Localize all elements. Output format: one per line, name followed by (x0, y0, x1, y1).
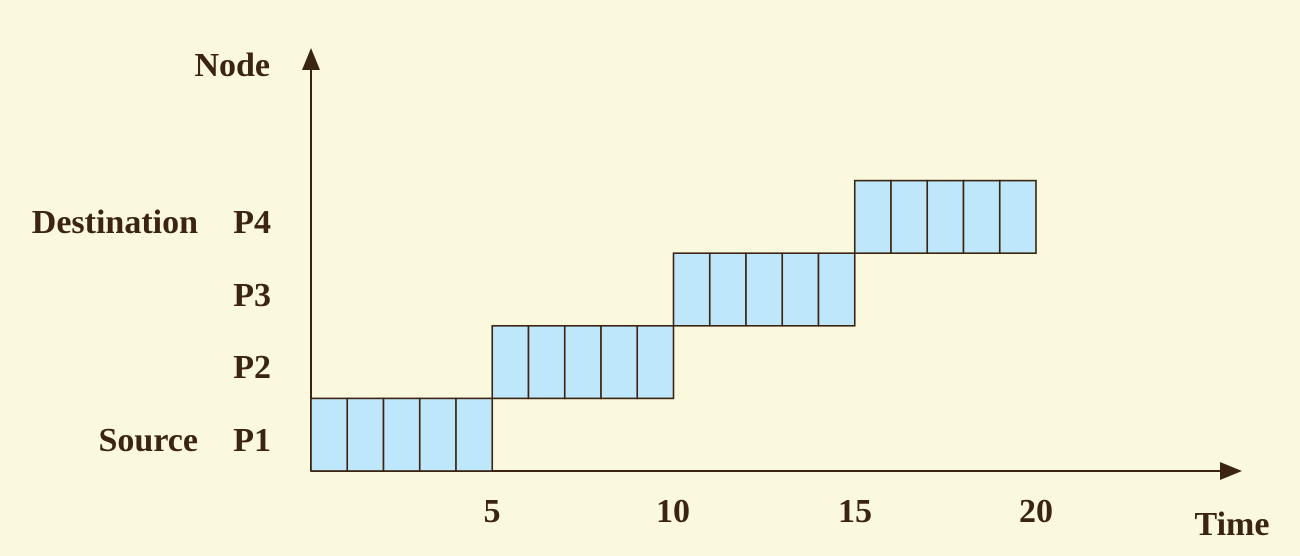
x-tick-label: 20 (1019, 493, 1053, 530)
packet-cell-p3-t13 (745, 252, 784, 327)
packet-cell-p3-t11 (672, 252, 711, 327)
destination-label: Destination (32, 204, 198, 241)
source-label: Source (99, 422, 198, 459)
packet-cell-p1-t5 (455, 397, 494, 472)
x-axis-arrow-icon (1220, 462, 1242, 480)
packet-cell-p2-t7 (527, 324, 566, 400)
node-label-p3: P3 (233, 277, 271, 314)
packet-cell-p3-t12 (708, 252, 747, 327)
y-axis-arrow-icon (302, 48, 320, 70)
node-label-p1: P1 (233, 422, 271, 459)
packet-cell-p2-t6 (491, 324, 530, 400)
packet-cells (310, 179, 1037, 472)
packet-cell-p2-t9 (600, 324, 639, 400)
node-label-p4: P4 (233, 204, 271, 241)
packet-cell-p4-t18 (926, 179, 965, 255)
packet-cell-p1-t1 (310, 397, 349, 472)
x-tick-label: 15 (838, 493, 872, 530)
packet-cell-p1-t2 (346, 397, 385, 472)
packet-cell-p1-t4 (418, 397, 457, 472)
packet-cell-p4-t19 (962, 179, 1001, 255)
packet-cell-p4-t20 (998, 179, 1037, 255)
x-tick-label: 10 (656, 493, 690, 530)
x-axis-title: Time (1195, 506, 1270, 543)
x-tick-label: 5 (484, 493, 501, 530)
packet-cell-p4-t16 (853, 179, 892, 255)
packet-cell-p3-t15 (817, 252, 856, 327)
packet-cell-p2-t10 (636, 324, 675, 400)
packet-cell-p2-t8 (563, 324, 602, 400)
y-axis-title: Node (194, 47, 270, 84)
packet-cell-p4-t17 (890, 179, 929, 255)
node-label-p2: P2 (233, 349, 271, 386)
packet-cell-p1-t3 (382, 397, 421, 472)
packet-cell-p3-t14 (781, 252, 820, 327)
